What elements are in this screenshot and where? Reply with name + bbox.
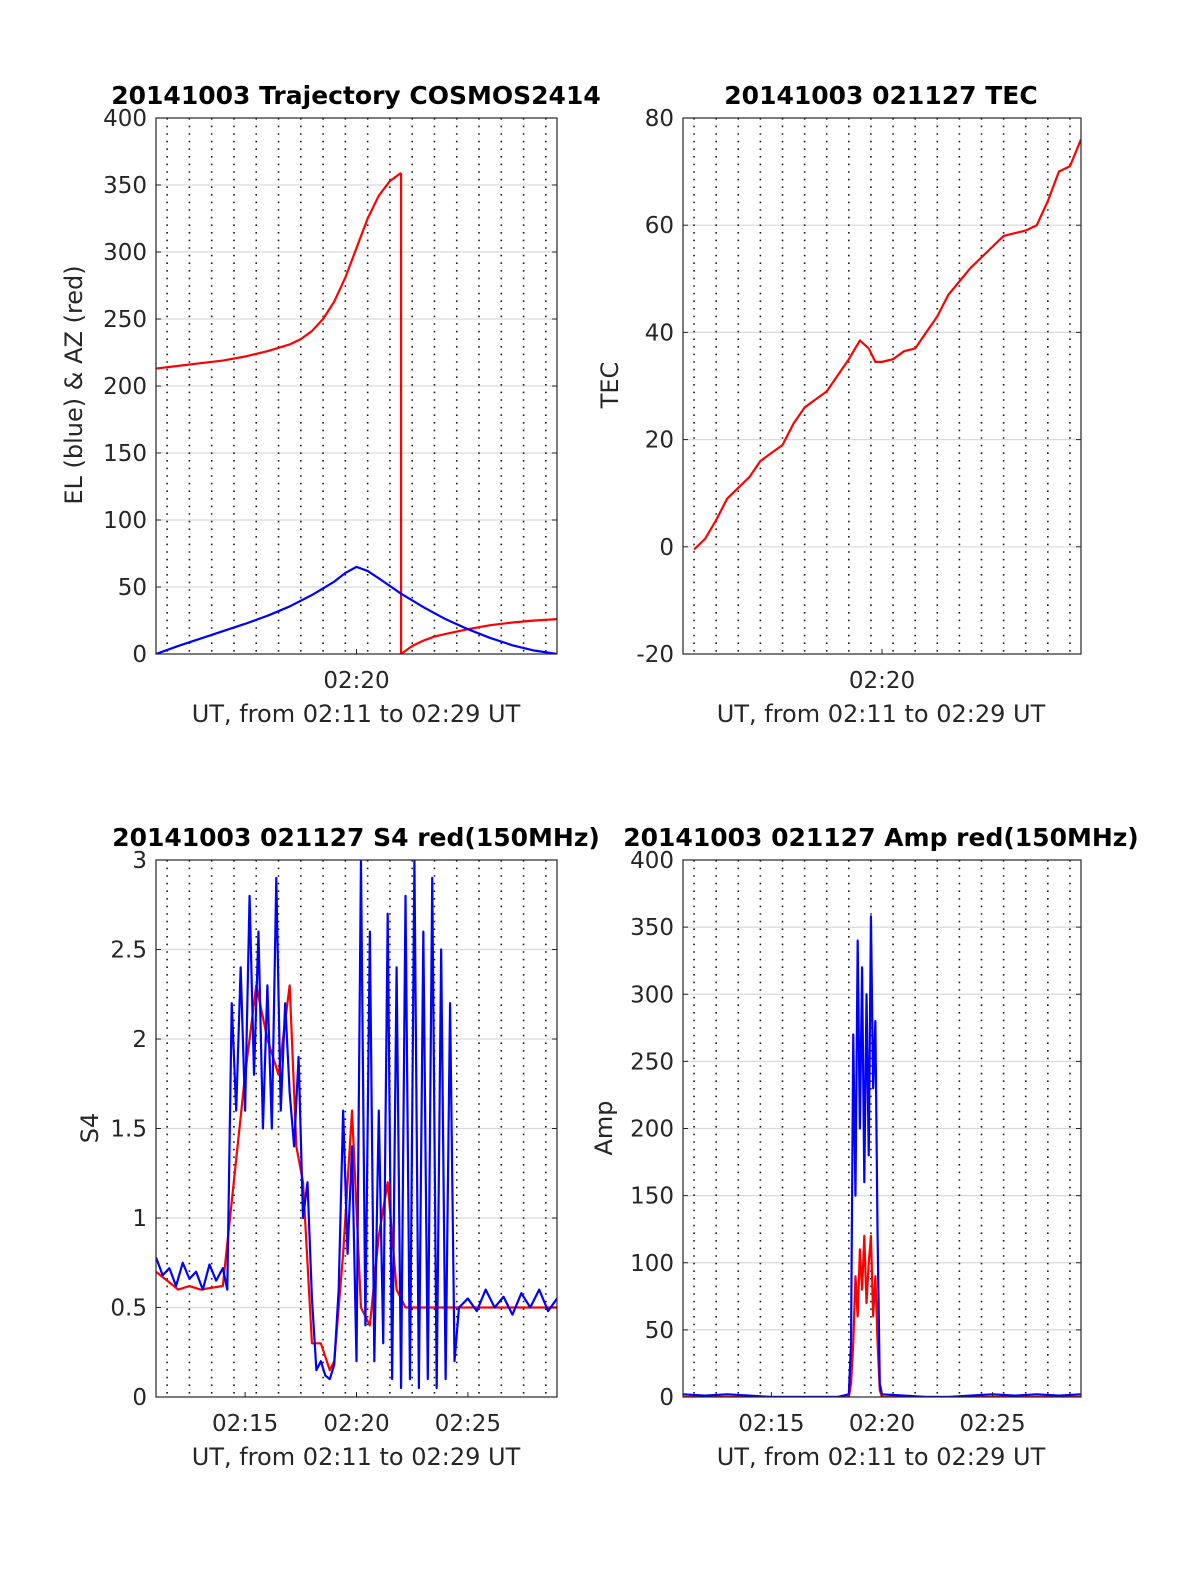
trajectory-xlabel: UT, from 02:11 to 02:29 UT	[192, 700, 521, 728]
amp-xtick-label: 02:25	[959, 1411, 1025, 1437]
amp-series-red-line	[683, 1234, 1081, 1397]
s4-ytick-label: 2.5	[110, 938, 147, 964]
trajectory-series-blue-line	[156, 565, 557, 654]
s4-ytick-label: 1.5	[110, 1117, 147, 1143]
trajectory-ytick-label: 200	[103, 374, 147, 400]
s4-series-blue-line	[156, 860, 557, 1390]
s4-ytick-label: 0	[132, 1385, 147, 1411]
tec-series-group	[693, 139, 1081, 551]
amp-ytick-label: 150	[630, 1184, 674, 1210]
s4-ytick-label: 0.5	[110, 1296, 147, 1322]
tec-ytick-label: 0	[659, 535, 674, 561]
trajectory-grid	[156, 118, 557, 654]
tec-panel: 20141003 021127 TEC UT, from 02:11 to 02…	[596, 81, 1082, 728]
tec-grid	[683, 118, 1081, 654]
trajectory-ytick-label: 300	[103, 240, 147, 266]
s4-xtick-label: 02:25	[435, 1411, 501, 1437]
trajectory-series-red-line	[399, 172, 557, 654]
s4-series-group	[156, 860, 557, 1390]
trajectory-ytick-label: 50	[118, 575, 147, 601]
trajectory-series-group	[156, 172, 557, 654]
trajectory-ytick-label: 0	[132, 642, 147, 668]
trajectory-xtick-label: 02:20	[323, 668, 389, 694]
s4-ylabel: S4	[76, 1113, 104, 1144]
tec-title: 20141003 021127 TEC	[724, 81, 1037, 110]
s4-ytick-label: 3	[132, 848, 147, 874]
trajectory-panel: 20141003 Trajectory COSMOS2414 UT, from …	[60, 81, 601, 728]
s4-panel: 20141003 021127 S4 red(150MHz) UT, from …	[76, 823, 600, 1471]
s4-ytick-label: 2	[132, 1027, 147, 1053]
trajectory-ytick-label: 350	[103, 173, 147, 199]
tec-xtick-label: 02:20	[849, 668, 915, 694]
amp-ylabel: Amp	[590, 1100, 618, 1155]
amp-series-group	[683, 915, 1081, 1397]
tec-xlabel: UT, from 02:11 to 02:29 UT	[717, 700, 1046, 728]
amp-title: 20141003 021127 Amp red(150MHz)	[623, 823, 1139, 852]
trajectory-title: 20141003 Trajectory COSMOS2414	[111, 81, 601, 110]
s4-title: 20141003 021127 S4 red(150MHz)	[112, 823, 600, 852]
s4-series-red-line	[156, 984, 557, 1372]
amp-ytick-label: 50	[645, 1318, 674, 1344]
amp-ytick-label: 200	[630, 1117, 674, 1143]
trajectory-series-red-line	[156, 172, 402, 370]
amp-grid	[683, 860, 1081, 1397]
trajectory-ytick-label: 250	[103, 307, 147, 333]
amp-xlabel: UT, from 02:11 to 02:29 UT	[717, 1443, 1046, 1471]
amp-ytick-label: 350	[630, 915, 674, 941]
amp-ytick-label: 400	[630, 848, 674, 874]
trajectory-ytick-label: 100	[103, 508, 147, 534]
amp-panel: 20141003 021127 Amp red(150MHz) UT, from…	[590, 823, 1139, 1471]
trajectory-ylabel: EL (blue) & AZ (red)	[60, 265, 88, 504]
tec-ytick-label: 80	[645, 106, 674, 132]
s4-ytick-label: 1	[132, 1206, 147, 1232]
amp-series-blue-line	[683, 915, 1081, 1397]
trajectory-ytick-label: 400	[103, 106, 147, 132]
tec-axes-frame	[682, 117, 1082, 655]
tec-ytick-label: 60	[645, 213, 674, 239]
tec-ytick-label: 20	[645, 428, 674, 454]
amp-ytick-label: 250	[630, 1049, 674, 1075]
tec-ytick-label: 40	[645, 320, 674, 346]
amp-xtick-label: 02:20	[849, 1411, 915, 1437]
amp-ytick-label: 300	[630, 982, 674, 1008]
tec-ylabel: TEC	[596, 362, 624, 410]
amp-ytick-label: 100	[630, 1251, 674, 1277]
tec-series-red-line	[693, 139, 1081, 551]
s4-xlabel: UT, from 02:11 to 02:29 UT	[192, 1443, 521, 1471]
s4-xtick-label: 02:15	[212, 1411, 278, 1437]
amp-ytick-label: 0	[659, 1385, 674, 1411]
amp-xtick-label: 02:15	[738, 1411, 804, 1437]
s4-xtick-label: 02:20	[323, 1411, 389, 1437]
trajectory-ytick-label: 150	[103, 441, 147, 467]
tec-ytick-label: -20	[636, 642, 674, 668]
